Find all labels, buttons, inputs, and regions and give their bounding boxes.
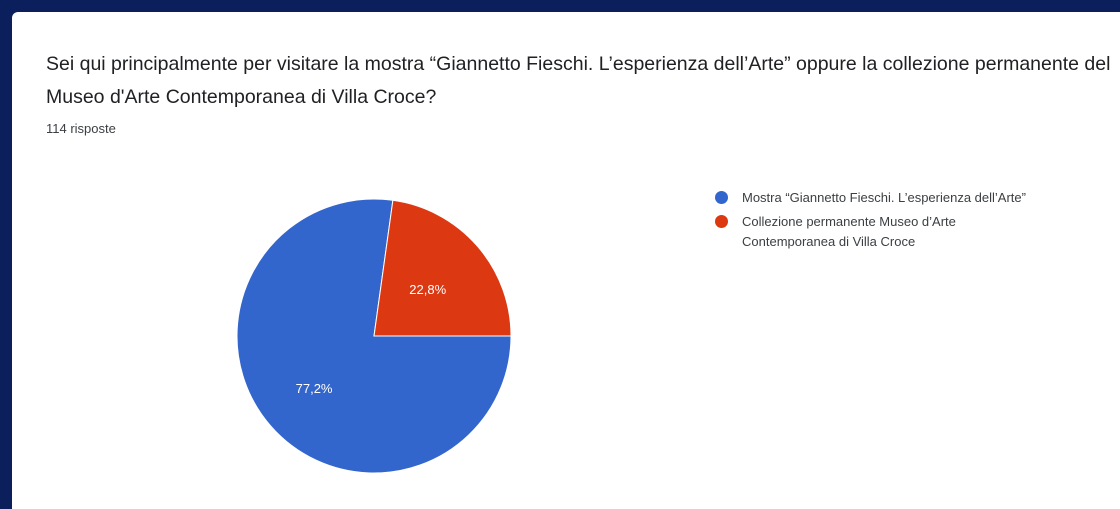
pie-slice-mostra[interactable]	[236, 198, 512, 474]
pie-label-mostra: 77,2%	[296, 381, 333, 396]
response-count: 114 risposte	[46, 121, 116, 136]
question-title: Sei qui principalmente per visitare la m…	[46, 53, 1111, 108]
legend-label-mostra: Mostra “Giannetto Fieschi. L’esperienza …	[742, 190, 1026, 205]
legend: Mostra “Giannetto Fieschi. L’esperienza …	[712, 188, 1042, 256]
chart-card: Sei qui principalmente per visitare la m…	[12, 12, 1120, 509]
legend-swatch-collezione	[715, 215, 728, 228]
legend-label-collezione: Collezione permanente Museo d’Arte Conte…	[742, 214, 956, 249]
pie-chart: 77,2% 22,8%	[236, 198, 512, 474]
legend-item-collezione[interactable]: Collezione permanente Museo d’Arte Conte…	[712, 212, 1042, 252]
legend-item-mostra[interactable]: Mostra “Giannetto Fieschi. L’esperienza …	[712, 188, 1042, 208]
pie-label-collezione: 22,8%	[409, 282, 446, 297]
legend-swatch-mostra	[715, 191, 728, 204]
pie-slice-collezione[interactable]	[373, 199, 512, 337]
